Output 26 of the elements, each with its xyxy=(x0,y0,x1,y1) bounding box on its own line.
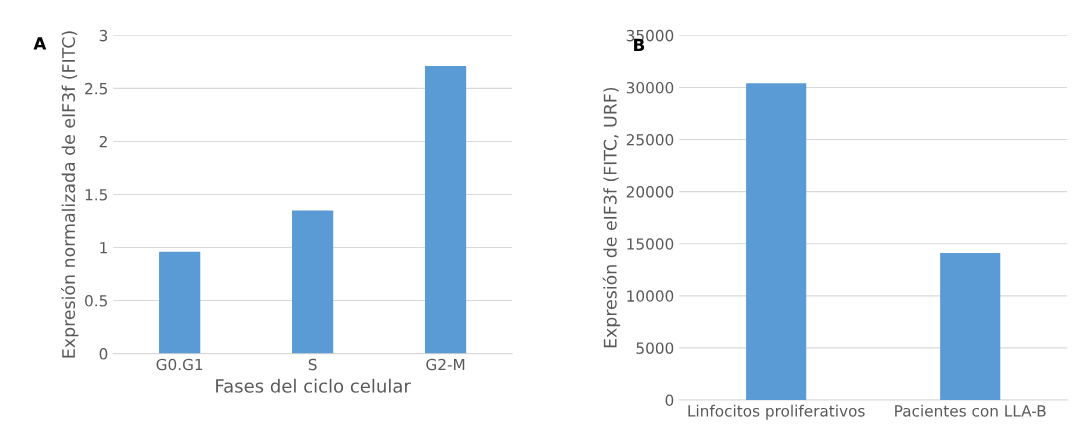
y-tick-label: 15000 xyxy=(627,238,674,250)
y-tick-label: 3 xyxy=(99,29,108,42)
x-tick-label: Linfocitos proliferativos xyxy=(688,404,865,420)
y-axis-title: Expresión normalizada de eIF3f (FITC) xyxy=(60,31,79,358)
y-tick-label: 0 xyxy=(99,348,108,360)
y-tick-label: 20000 xyxy=(626,186,674,198)
y-tick-label: 0 xyxy=(665,394,674,407)
bar xyxy=(292,210,334,354)
y-tick-label: 25000 xyxy=(626,134,674,146)
chart-title: A xyxy=(33,37,47,50)
x-tick-label: S xyxy=(308,358,317,371)
y-axis-title: Expresión de eIF3f (FITC, URF) xyxy=(602,87,621,348)
x-tick-label: Pacientes con LLA-B xyxy=(895,404,1046,417)
y-tick-label: 2.5 xyxy=(85,82,107,95)
y-tick-label: 10000 xyxy=(627,290,674,302)
x-tick-label: G2-M xyxy=(426,358,465,371)
y-tick-label: 2 xyxy=(99,135,107,148)
x-tick-label: G0.G1 xyxy=(156,358,203,371)
x-axis-title: Fases del ciclo celular xyxy=(216,378,411,393)
y-tick-label: 1.5 xyxy=(85,189,107,201)
y-tick-label: 0.5 xyxy=(85,295,107,307)
y-tick-label: 1 xyxy=(100,242,107,254)
bar xyxy=(159,251,201,354)
y-tick-label: 30000 xyxy=(626,81,674,94)
y-tick-label: 5000 xyxy=(636,342,674,354)
bar xyxy=(424,66,467,354)
